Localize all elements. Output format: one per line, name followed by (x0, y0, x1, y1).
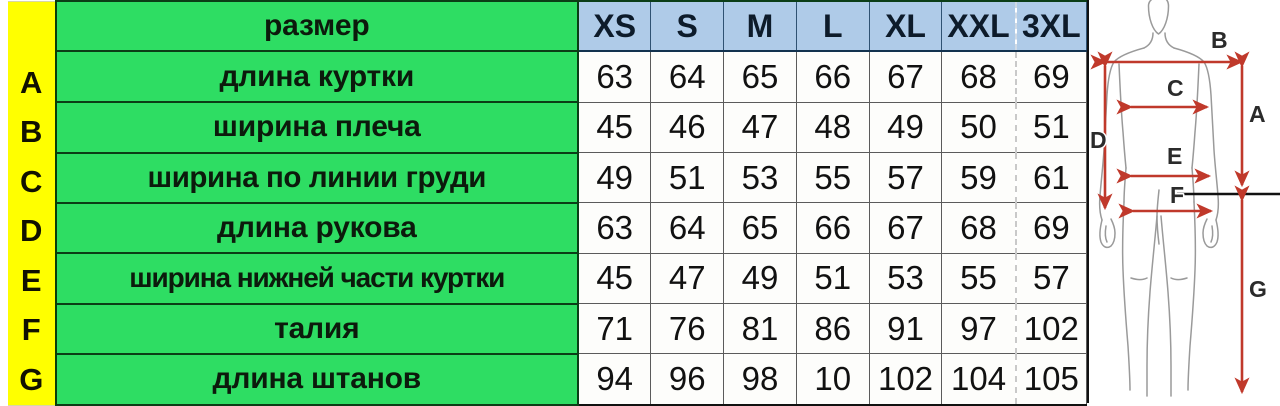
cell-f-xxl: 97 (941, 303, 1017, 355)
table-header-row: A B C D E F G размер XS S M L XL (8, 0, 1087, 406)
label-b: B (1211, 27, 1228, 53)
size-header-m: M (723, 0, 797, 53)
cell-a-m: 65 (723, 50, 797, 103)
cell-g-s: 96 (650, 353, 725, 406)
label-a: A (1249, 101, 1266, 127)
label-d: D (1090, 127, 1107, 153)
letter-c: C (20, 163, 43, 199)
cell-b-3xl: 51 (1014, 101, 1087, 154)
cell-e-l: 51 (795, 252, 870, 305)
size-header-xs: XS (577, 0, 652, 53)
cell-b-xl: 49 (868, 101, 943, 154)
table-row: длина куртки 63 64 65 66 67 68 69 (8, 50, 1087, 104)
label-c: C (1167, 75, 1184, 101)
size-table: A B C D E F G размер XS S M L XL (8, 0, 1087, 406)
size-header-xxl: XXL (941, 0, 1017, 53)
size-header-3xl: 3XL (1014, 0, 1087, 53)
table-row: ширина нижней части куртки 45 47 49 51 5… (8, 252, 1087, 305)
cell-e-s: 47 (650, 252, 725, 305)
cell-c-xxl: 59 (941, 152, 1017, 204)
cell-d-l: 66 (795, 202, 870, 254)
cell-a-xl: 67 (868, 50, 943, 103)
label-f: F (1170, 182, 1184, 208)
cell-a-3xl: 69 (1014, 50, 1087, 103)
cell-b-xs: 45 (577, 101, 652, 154)
cell-g-xl: 102 (868, 353, 943, 406)
size-header-l: L (795, 0, 870, 53)
letter-f: F (21, 312, 41, 348)
table-row: длина штанов 94 96 98 10 102 104 105 (8, 353, 1087, 406)
letter-b: B (20, 114, 43, 150)
size-header-s: S (650, 0, 725, 53)
letter-stack: A B C D E F G (8, 2, 54, 404)
cell-d-3xl: 69 (1014, 202, 1087, 254)
letter-e: E (20, 262, 42, 298)
cell-f-xl: 91 (868, 303, 943, 355)
cell-c-xl: 57 (868, 152, 943, 204)
cell-g-l: 10 (795, 353, 870, 406)
label-e: E (1167, 143, 1182, 169)
body-outline-figure (1098, 0, 1220, 397)
row-label-b: ширина плеча (55, 102, 580, 154)
cell-e-xxl: 55 (941, 252, 1017, 305)
cell-g-xxl: 104 (941, 353, 1017, 406)
cell-e-3xl: 57 (1014, 252, 1087, 305)
cell-a-xxl: 68 (941, 50, 1017, 103)
cell-d-xxl: 68 (941, 202, 1017, 254)
cell-e-xs: 45 (577, 252, 652, 305)
row-label-g: длина штанов (55, 353, 580, 406)
cell-c-m: 53 (723, 152, 797, 204)
cell-b-xxl: 50 (941, 101, 1017, 154)
cell-b-s: 46 (650, 101, 725, 154)
row-label-d: длина рукова (55, 202, 580, 255)
cell-f-3xl: 102 (1014, 303, 1087, 355)
cell-c-3xl: 61 (1014, 152, 1087, 204)
letter-d: D (20, 213, 43, 249)
table-row: ширина плеча 45 46 47 48 49 50 51 (8, 101, 1087, 154)
row-label-e: ширина нижней части куртки (55, 253, 580, 305)
size-table-panel: A B C D E F G размер XS S M L XL (8, 0, 1087, 406)
row-label-a: длина куртки (55, 51, 580, 104)
cell-g-3xl: 105 (1014, 353, 1087, 406)
cell-e-m: 49 (723, 252, 797, 305)
cell-d-xl: 67 (868, 202, 943, 254)
body-measurement-diagram: B A D C E F G (1087, 0, 1280, 403)
cell-b-l: 48 (795, 101, 870, 154)
cell-f-xs: 71 (577, 303, 652, 355)
cell-c-xs: 49 (577, 152, 652, 204)
cell-d-xs: 63 (577, 202, 652, 254)
letter-column: A B C D E F G (8, 0, 57, 406)
cell-f-l: 86 (795, 303, 870, 355)
table-row: длина рукова 63 64 65 66 67 68 69 (8, 202, 1087, 255)
letter-a: A (20, 64, 43, 100)
cell-e-xl: 53 (868, 252, 943, 305)
header-measure-label: размер (55, 0, 580, 53)
cell-c-s: 51 (650, 152, 725, 204)
cell-g-m: 98 (723, 353, 797, 406)
cell-g-xs: 94 (577, 353, 652, 406)
cell-a-l: 66 (795, 50, 870, 103)
letter-g: G (19, 362, 44, 398)
table-row: талия 71 76 81 86 91 97 102 (8, 303, 1087, 355)
row-label-f: талия (55, 303, 580, 355)
cell-f-m: 81 (723, 303, 797, 355)
diagram-background (1089, 0, 1280, 403)
cell-c-l: 55 (795, 152, 870, 204)
size-header-xl: XL (868, 0, 943, 53)
diagram-svg: B A D C E F G (1089, 0, 1280, 403)
table-row: ширина по линии груди 49 51 53 55 57 59 … (8, 152, 1087, 204)
cell-d-s: 64 (650, 202, 725, 254)
cell-a-xs: 63 (577, 50, 652, 103)
row-label-c: ширина по линии груди (55, 152, 580, 204)
cell-b-m: 47 (723, 101, 797, 154)
label-g: G (1249, 276, 1267, 302)
cell-d-m: 65 (723, 202, 797, 254)
cell-a-s: 64 (650, 50, 725, 103)
cell-f-s: 76 (650, 303, 725, 355)
